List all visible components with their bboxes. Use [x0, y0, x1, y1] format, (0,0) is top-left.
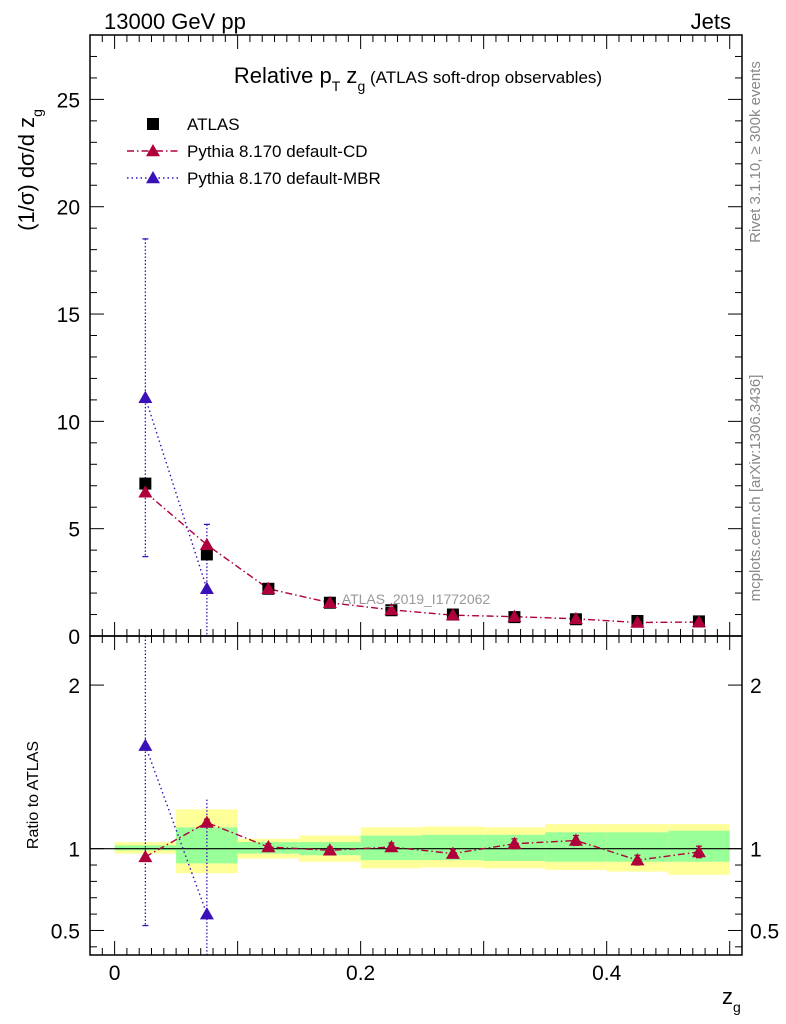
cd-ratio-point	[445, 846, 460, 859]
ratio-y-tick-label-right: 2	[750, 675, 762, 698]
main-y-axis-label: (1/σ) dσ/d zg	[14, 109, 45, 231]
legend: ATLAS Pythia 8.170 default-CD Pythia 8.170…	[127, 115, 381, 188]
mbr-point	[199, 581, 214, 595]
x-axis-label: zg	[722, 984, 741, 1015]
ratio-y-tick-label: 2	[68, 675, 80, 698]
atlas-point	[200, 548, 213, 561]
ratio-y-tick-label: 1	[68, 839, 80, 862]
x-tick-label: 0.2	[346, 962, 375, 985]
rivet-version-label: Rivet 3.1.10, ≥ 300k events	[747, 61, 764, 243]
cd-ratio-point	[138, 849, 153, 863]
ratio-y-tick-label-right: 1	[750, 839, 762, 862]
legend-marker	[146, 144, 160, 157]
cd-ratio-point	[507, 836, 522, 850]
mbr-ratio-line	[144, 745, 208, 915]
main-y-tick-label: 20	[57, 197, 80, 220]
cd-point	[445, 608, 460, 621]
cd-ratio-point	[199, 815, 214, 828]
mcplots-label: mcplots.cern.ch [arXiv:1306.3436]	[747, 375, 764, 602]
atlas-point	[139, 477, 152, 490]
main-y-tick-label: 5	[68, 519, 80, 542]
cd-ratio-point	[568, 833, 583, 846]
mbr-main-line	[144, 397, 208, 589]
cd-point	[630, 615, 645, 628]
legend-marker	[146, 171, 160, 184]
series-lines	[144, 397, 700, 915]
cd-ratio-point	[630, 853, 645, 866]
chart-title: Relative pT zg (ATLAS soft-drop observab…	[234, 63, 602, 94]
legend-label: ATLAS	[187, 115, 240, 134]
cd-ratio-line	[145, 821, 700, 861]
cd-ratio-point	[322, 843, 337, 856]
main-y-tick-label: 15	[57, 304, 80, 327]
ratio-y-tick-label: 0.5	[51, 920, 80, 943]
title-rel: Relative p	[234, 63, 332, 88]
ratio-y-axis-label: Ratio to ATLAS	[25, 741, 42, 849]
cd-point	[691, 615, 706, 628]
title-sub-g: g	[357, 78, 365, 94]
ratio-y-tick-label-right: 0.5	[750, 920, 779, 943]
cd-point	[568, 611, 583, 625]
mbr-point	[138, 390, 153, 403]
cd-ratio-point	[261, 840, 276, 853]
cd-point	[138, 485, 153, 498]
cd-ratio-point	[691, 844, 706, 858]
band-green	[114, 845, 177, 851]
main-y-tick-label: 10	[57, 411, 80, 434]
cd-point	[261, 581, 276, 595]
cd-point	[322, 595, 337, 608]
title-rest: (ATLAS soft-drop observables)	[365, 68, 602, 87]
axis-ticks	[90, 35, 742, 955]
x-tick-label: 0.4	[592, 962, 622, 985]
legend-marker	[147, 118, 159, 130]
mbr-ratio-point	[138, 738, 153, 751]
mbr-ratio-point	[199, 907, 214, 920]
ratio-frame	[89, 635, 743, 956]
cd-point	[384, 602, 399, 616]
header-right: Jets	[691, 9, 731, 34]
title-zg: z	[340, 63, 357, 88]
analysis-label: ATLAS_2019_I1772062	[342, 591, 491, 607]
legend-label: Pythia 8.170 default-CD	[187, 142, 368, 161]
header-left: 13000 GeV pp	[104, 9, 246, 34]
title-sub-T: T	[332, 78, 341, 94]
cd-main-line	[144, 491, 699, 624]
cd-point	[199, 537, 214, 551]
main-y-tick-label: 0	[68, 626, 80, 649]
x-tick-label: 0	[109, 962, 121, 985]
data-markers	[138, 390, 706, 920]
main-y-tick-label: 25	[57, 89, 80, 112]
cd-ratio-point	[384, 840, 399, 853]
legend-label: Pythia 8.170 default-MBR	[187, 169, 381, 188]
cd-point	[507, 609, 522, 622]
